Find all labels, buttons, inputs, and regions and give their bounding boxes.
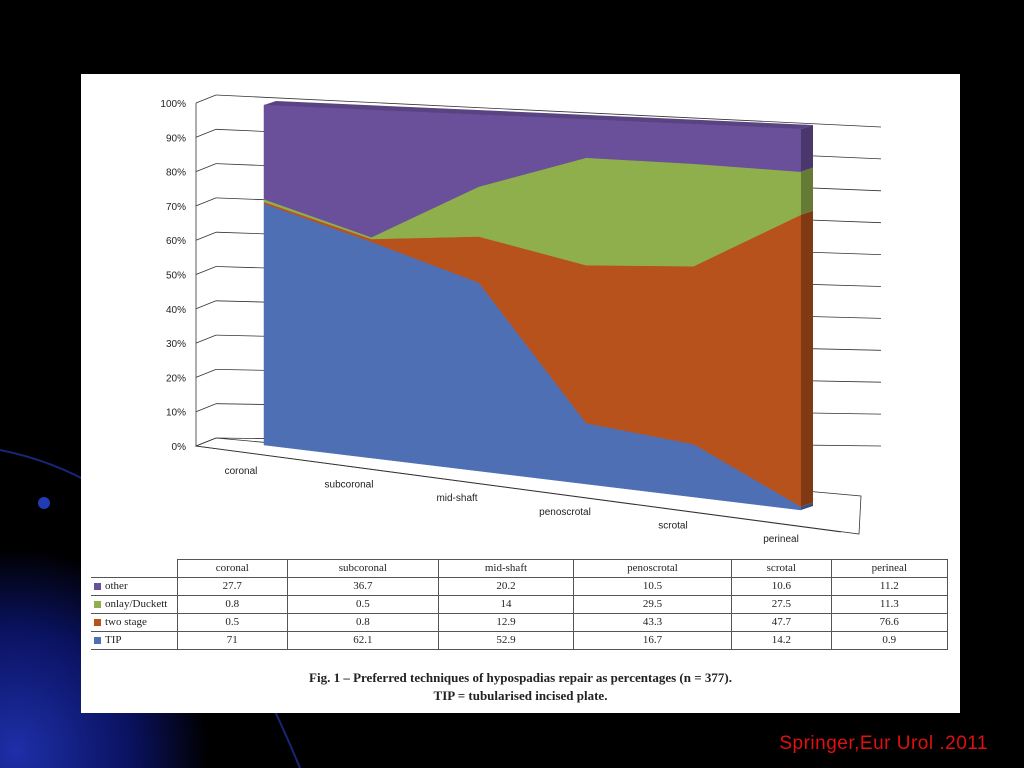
legend-swatch [94, 636, 101, 644]
table-cell: 10.6 [731, 577, 832, 596]
table-cell: 20.2 [438, 577, 574, 596]
y-tick-label: 30% [166, 339, 186, 350]
area-side-two-stage [801, 210, 813, 507]
y-tick-label: 70% [166, 202, 186, 213]
table-cell: 36.7 [286, 577, 440, 596]
legend-swatch [94, 582, 101, 590]
y-tick-label: 100% [160, 99, 186, 110]
y-tick-label: 20% [166, 373, 186, 384]
table-corner [91, 559, 178, 578]
table-column-header: scrotal [731, 559, 832, 578]
table-cell: 0.8 [286, 613, 440, 632]
area-top-cap [264, 101, 813, 129]
gridline-10 [215, 94, 882, 128]
caption-line-1: Fig. 1 – Preferred techniques of hypospa… [309, 670, 732, 685]
table-column-header: coronal [177, 559, 288, 578]
caption-line-2: TIP = tubularised incised plate. [433, 688, 608, 703]
legend-swatch [94, 618, 101, 626]
y-tick-label: 90% [166, 133, 186, 144]
gridline-side-10 [195, 94, 217, 104]
table-row: other 27.7 36.7 20.2 10.5 10.6 11.2 [91, 577, 949, 596]
table-cell: 71 [177, 631, 288, 650]
y-tick-label: 0% [172, 442, 187, 453]
gridline-side-3 [195, 334, 217, 344]
table-cell: 27.7 [177, 577, 288, 596]
table-column-header: perineal [830, 559, 949, 578]
gridline-side-8 [195, 163, 217, 172]
table-cell: 76.6 [830, 613, 949, 632]
y-tick-label: 80% [166, 168, 186, 179]
gridline-side-1 [195, 403, 217, 413]
table-cell: 29.5 [572, 595, 733, 614]
gridline-side-5 [195, 266, 217, 275]
x-tick-label: coronal [225, 466, 258, 477]
area-side-onlay-duckett [801, 167, 813, 215]
x-tick-label: scrotal [658, 520, 687, 531]
x-axis-line [195, 445, 842, 533]
table-cell: 0.9 [830, 631, 949, 650]
table-row-label: other [91, 577, 178, 596]
y-tick-label: 10% [166, 408, 186, 419]
area-side-tip [801, 502, 813, 510]
gridline-side-4 [195, 300, 217, 310]
table-cell: 27.5 [731, 595, 832, 614]
gridline-side-2 [195, 369, 217, 378]
figure-caption: Fig. 1 – Preferred techniques of hypospa… [81, 669, 960, 705]
x-tick-label: penoscrotal [539, 507, 591, 518]
table-cell: 0.5 [286, 595, 440, 614]
x-tick-label: mid-shaft [436, 493, 477, 504]
legend-swatch [94, 600, 101, 608]
y-tick-label: 60% [166, 236, 186, 247]
stacked-area-chart: 0% 10% 20% 30% 40% 50% 60% 70% 80% 90% 100% coronal… [160, 94, 882, 545]
table-column-header: penoscrotal [572, 559, 733, 578]
gridline-side-9 [195, 128, 217, 138]
table-cell: 11.2 [830, 577, 949, 596]
figure-panel: 0% 10% 20% 30% 40% 50% 60% 70% 80% 90% 100% coronal… [81, 74, 960, 713]
table-cell: 11.3 [830, 595, 949, 614]
source-credit: Springer,Eur Urol .2011 [779, 733, 988, 754]
table-cell: 14 [438, 595, 574, 614]
gridline-side-6 [195, 231, 217, 241]
table-cell: 0.5 [177, 613, 288, 632]
table-cell: 52.9 [438, 631, 574, 650]
y-tick-label: 50% [166, 271, 186, 282]
table-cell: 12.9 [438, 613, 574, 632]
table-column-header: subcoronal [286, 559, 440, 578]
x-tick-label: subcoronal [325, 480, 374, 491]
table-cell: 43.3 [572, 613, 733, 632]
table-row-label: onlay/Duckett [91, 595, 178, 614]
gridline-side-7 [195, 197, 217, 207]
table-row-label: TIP [91, 631, 178, 650]
table-cell: 16.7 [572, 631, 733, 650]
y-tick-label: 40% [166, 305, 186, 316]
table-cell: 10.5 [572, 577, 733, 596]
data-table: coronal subcoronal mid-shaft penoscrotal scr… [91, 559, 949, 650]
table-row: onlay/Duckett 0.8 0.5 14 29.5 27.5 11.3 [91, 595, 949, 614]
table-cell: 62.1 [286, 631, 440, 650]
table-cell: 47.7 [731, 613, 832, 632]
table-cell: 0.8 [177, 595, 288, 614]
area-side-other [801, 125, 813, 172]
table-column-header: mid-shaft [438, 559, 574, 578]
table-row: two stage 0.5 0.8 12.9 43.3 47.7 76.6 [91, 613, 949, 632]
table-row-label: two stage [91, 613, 178, 632]
x-tick-label: perineal [763, 534, 799, 545]
table-cell: 14.2 [731, 631, 832, 650]
table-row: TIP 71 62.1 52.9 16.7 14.2 0.9 [91, 631, 949, 650]
